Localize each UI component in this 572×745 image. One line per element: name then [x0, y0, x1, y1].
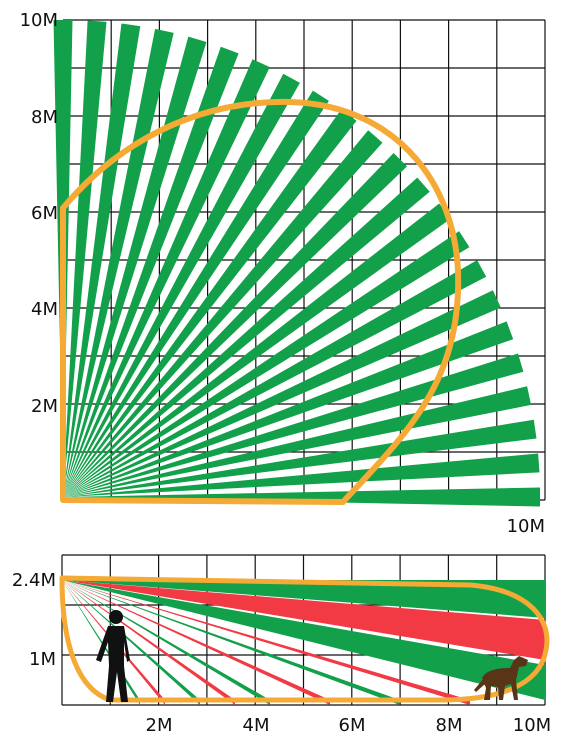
top-view-beams [53, 20, 540, 507]
beam-top [63, 59, 270, 497]
beam-top [63, 487, 540, 507]
side-x-label-2m: 2M [146, 715, 173, 736]
beam-top [63, 46, 239, 498]
beam-top [63, 203, 451, 497]
top-view-coverage-outline [60, 98, 462, 505]
side-x-label-8m: 8M [436, 715, 463, 736]
beam-side [62, 580, 545, 618]
side-y-label-1m: 1M [29, 649, 56, 670]
side-x-label-10m: 10M [513, 715, 551, 736]
y-label-6m: 6M [31, 203, 58, 224]
side-view-panel: 2.4M 1M 2M 4M 6M 8M 10M [12, 554, 551, 736]
top-view-panel: 10M 8M 6M 4M 2M 10M [20, 10, 546, 537]
beam-side [62, 580, 200, 705]
beam-top [63, 177, 430, 497]
beam-top [63, 353, 524, 497]
beam-top [63, 28, 174, 498]
y-label-2m: 2M [31, 396, 58, 417]
beam-top [63, 130, 383, 498]
side-y-label-2-4m: 2.4M [12, 570, 56, 591]
beam-top [63, 36, 207, 497]
beam-side [62, 580, 235, 705]
beam-top [63, 90, 329, 497]
side-x-label-4m: 4M [243, 715, 270, 736]
side-x-label-6m: 6M [339, 715, 366, 736]
y-label-4m: 4M [31, 299, 58, 320]
beam-top [63, 73, 300, 498]
side-view-beams [62, 580, 545, 705]
beam-side [62, 580, 545, 660]
beam-side [62, 580, 545, 700]
y-label-10m: 10M [20, 10, 58, 31]
beam-side [62, 580, 140, 705]
beam-top [63, 290, 501, 497]
beam-side [62, 580, 470, 705]
beam-top [63, 153, 407, 497]
beam-side [62, 580, 330, 705]
dog-silhouette [474, 656, 528, 700]
beam-top [63, 321, 514, 497]
side-view-coverage-outline [59, 575, 550, 703]
x-label-10m: 10M [507, 516, 545, 537]
beam-top [63, 386, 532, 497]
beam-top [63, 20, 107, 497]
beam-top [63, 260, 487, 497]
y-label-8m: 8M [31, 107, 58, 128]
beam-top [63, 453, 540, 497]
beam-top [63, 23, 141, 497]
beam-top [63, 231, 470, 497]
beam-top [63, 419, 537, 497]
person-silhouette [96, 610, 130, 702]
beam-side [62, 580, 400, 705]
beam-top [63, 109, 357, 498]
